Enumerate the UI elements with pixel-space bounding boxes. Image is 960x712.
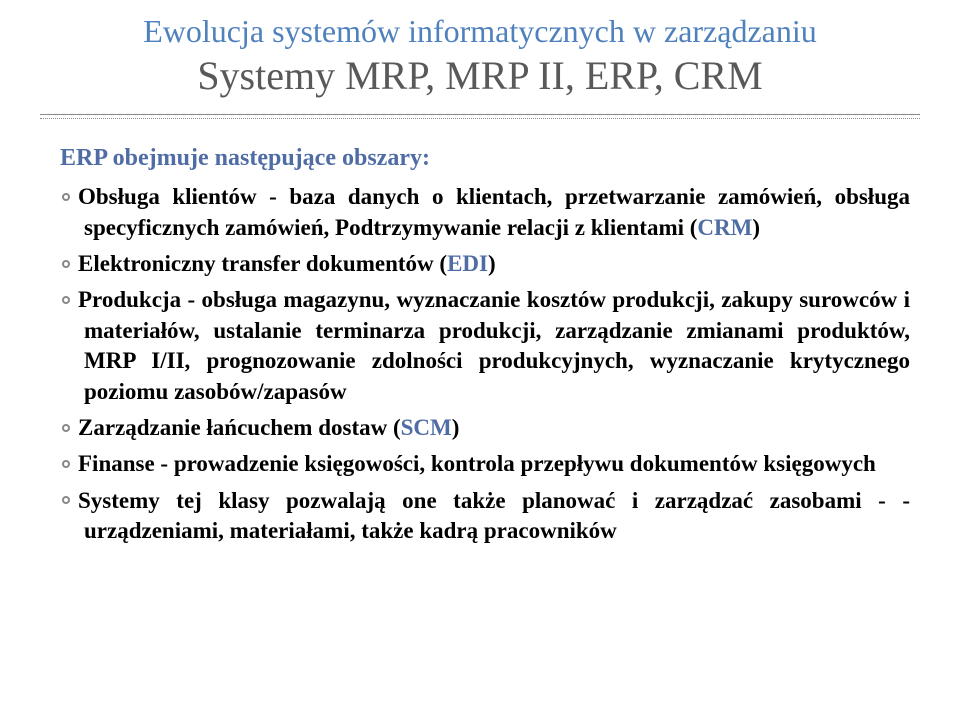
item-text-post: ) <box>752 215 760 240</box>
title-line2: Systemy MRP, MRP II, ERP, CRM <box>40 52 920 100</box>
item-text-pre: Produkcja - obsługa magazynu, wyznaczani… <box>78 287 910 403</box>
slide: Ewolucja systemów informatycznych w zarz… <box>0 0 960 712</box>
bullet-icon <box>62 424 70 432</box>
item-text-accent: EDI <box>447 251 488 276</box>
item-text-pre: Elektroniczny transfer dokumentów ( <box>78 251 447 276</box>
item-text-accent: SCM <box>401 415 452 440</box>
list-item: Zarządzanie łańcuchem dostaw (SCM) <box>60 413 910 443</box>
title-line1: Ewolucja systemów informatycznych w zarz… <box>40 12 920 50</box>
bullet-icon <box>62 193 70 201</box>
list-item: Obsługa klientów - baza danych o klienta… <box>60 182 910 243</box>
title-divider <box>40 114 920 119</box>
list-item: Finanse - prowadzenie księgowości, kontr… <box>60 449 910 479</box>
item-text-accent: CRM <box>697 215 752 240</box>
bullet-icon <box>62 460 70 468</box>
bullet-icon <box>62 496 70 504</box>
item-text-pre: Systemy tej klasy pozwalają one także pl… <box>78 488 910 543</box>
intro-text: ERP obejmuje następujące obszary: <box>60 145 910 172</box>
list-item: Produkcja - obsługa magazynu, wyznaczani… <box>60 285 910 406</box>
item-text-pre: Finanse - prowadzenie księgowości, kontr… <box>78 451 876 476</box>
item-text-pre: Zarządzanie łańcuchem dostaw ( <box>78 415 401 440</box>
item-text-post: ) <box>488 251 496 276</box>
bullet-icon <box>62 296 70 304</box>
item-text-post: ) <box>452 415 460 440</box>
bullet-icon <box>62 260 70 268</box>
item-text-pre: Obsługa klientów - baza danych o klienta… <box>78 184 910 239</box>
content-area: ERP obejmuje następujące obszary: Obsług… <box>40 145 920 546</box>
list-item: Systemy tej klasy pozwalają one także pl… <box>60 486 910 547</box>
list-item: Elektroniczny transfer dokumentów (EDI) <box>60 249 910 279</box>
